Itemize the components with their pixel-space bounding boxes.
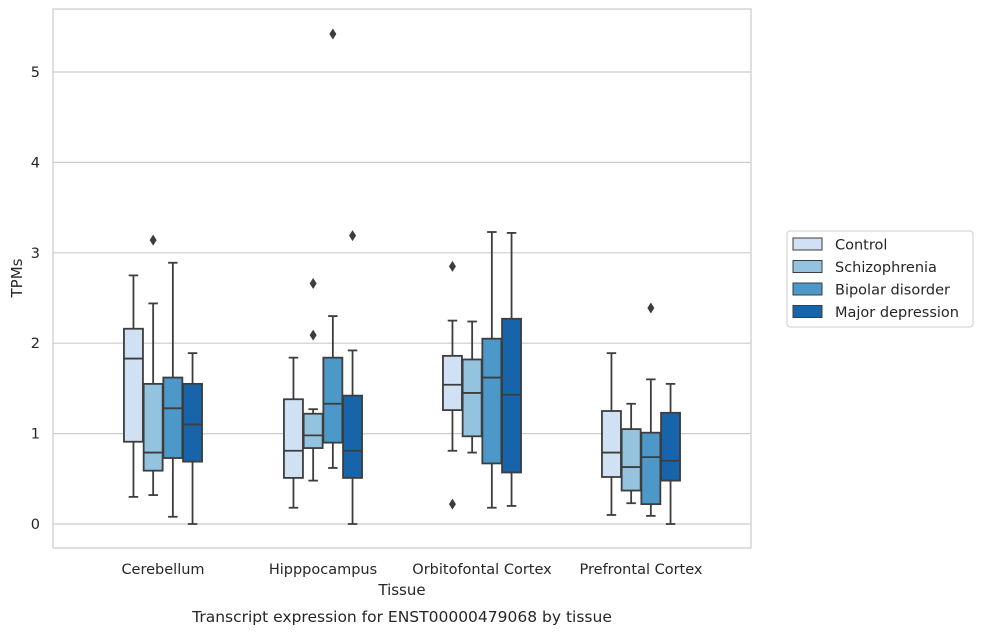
box-bipolar-disorder (481, 231, 503, 509)
y-tick-label: 4 (31, 155, 40, 171)
chart-title: Transcript expression for ENST0000047906… (191, 608, 612, 626)
box-bipolar-disorder (162, 261, 184, 518)
x-tick-labels: Cerebellum Hipppocampus Orbitofontal Corte… (121, 562, 702, 578)
y-tick-labels: 0 1 2 3 4 5 (31, 65, 40, 533)
box-iqr (461, 358, 483, 438)
x-tick-label: Hipppocampus (269, 562, 377, 578)
box-iqr (501, 317, 522, 474)
box-iqr (442, 354, 463, 411)
box-iqr (322, 356, 344, 444)
box-bipolar-disorder (322, 28, 344, 469)
outlier-marker (309, 329, 317, 341)
box-major-depression (342, 230, 363, 525)
box-iqr (342, 394, 363, 479)
box-major-depression (501, 232, 522, 507)
legend-swatch (792, 260, 823, 273)
plot-frame (52, 8, 752, 549)
outlier-marker (329, 28, 337, 40)
box-major-depression (182, 352, 203, 525)
x-tick-label: Prefrontal Cortex (580, 562, 703, 578)
outlier-marker (448, 498, 456, 510)
legend-frame (786, 230, 974, 328)
box-schizophrenia (620, 402, 642, 505)
legend: Control Schizophrenia Bipolar disorder Majo… (786, 230, 974, 328)
box-iqr (142, 382, 164, 472)
legend-label: Control (835, 238, 887, 254)
box-iqr (601, 410, 622, 478)
legend-swatch (792, 305, 823, 318)
box-iqr (123, 327, 144, 443)
x-tick-label: Orbitofontal Cortex (412, 562, 552, 578)
box-iqr (620, 428, 642, 492)
legend-label: Schizophrenia (835, 260, 937, 276)
legend-swatch (792, 282, 823, 296)
box-schizophrenia (461, 320, 483, 454)
y-tick-label: 2 (31, 336, 40, 352)
box-iqr (640, 431, 662, 506)
legend-label: Bipolar disorder (835, 283, 950, 299)
legend-label: Major depression (835, 305, 959, 321)
box-iqr (283, 398, 304, 479)
box-control (601, 352, 622, 516)
outlier-marker (349, 230, 357, 242)
x-axis-label: Tissue (377, 581, 425, 599)
y-tick-label: 1 (31, 427, 40, 443)
box-control (283, 356, 304, 509)
outlier-marker (149, 234, 157, 246)
box-control (123, 274, 144, 498)
x-tick-label: Cerebellum (121, 562, 204, 578)
y-axis-label: TPMs (8, 258, 26, 298)
box-iqr (660, 411, 681, 482)
box-major-depression (660, 382, 681, 525)
box-iqr (182, 382, 203, 463)
outlier-marker (448, 260, 456, 272)
y-tick-label: 5 (31, 65, 40, 81)
outlier-marker (309, 278, 317, 290)
box-iqr (302, 412, 324, 449)
box-groups (123, 28, 681, 525)
legend-swatch (792, 237, 823, 251)
outlier-marker (647, 302, 655, 314)
y-tick-label: 3 (31, 246, 40, 262)
y-tick-label: 0 (31, 517, 40, 533)
box-iqr (481, 337, 503, 465)
box-iqr (162, 376, 184, 459)
